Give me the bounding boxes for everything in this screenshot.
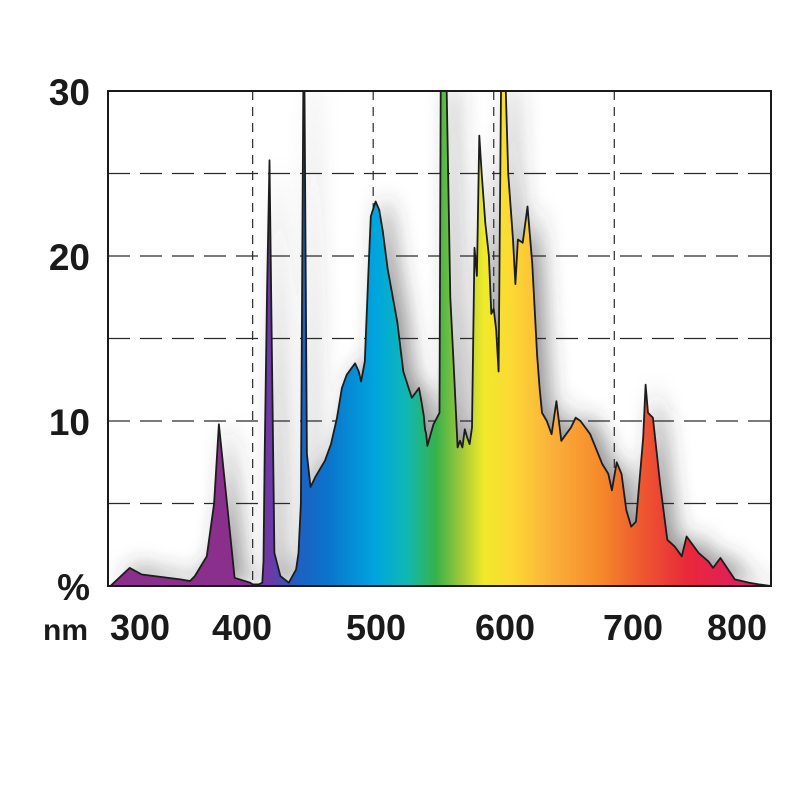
x-axis-label: nm — [43, 614, 88, 647]
y-tick-label-30: 30 — [49, 72, 90, 113]
spectrum-line — [109, 91, 771, 586]
y-tick-label-10: 10 — [49, 402, 90, 443]
spectrum-area — [110, 91, 771, 586]
x-tick-label-500: 500 — [346, 607, 406, 648]
y-tick-label-20: 20 — [49, 237, 90, 278]
x-tick-label-600: 600 — [475, 607, 535, 648]
y-axis-label: % — [57, 567, 90, 608]
spectrum-shadow — [120, 91, 771, 582]
x-tick-label-300: 300 — [110, 607, 170, 648]
plot-frame — [107, 90, 772, 587]
x-tick-label-400: 400 — [212, 607, 272, 648]
plot-area — [108, 91, 771, 586]
x-tick-label-700: 700 — [603, 607, 663, 648]
x-tick-label-800: 800 — [707, 607, 767, 648]
